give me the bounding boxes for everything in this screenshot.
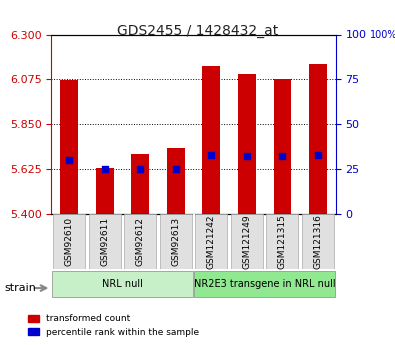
- Bar: [202, 66, 220, 214]
- Legend: transformed count, percentile rank within the sample: transformed count, percentile rank withi…: [24, 311, 203, 341]
- FancyBboxPatch shape: [302, 214, 334, 269]
- FancyBboxPatch shape: [52, 270, 193, 297]
- Point: [66, 157, 72, 163]
- FancyBboxPatch shape: [194, 270, 335, 297]
- Point: [102, 166, 108, 172]
- Text: 100%: 100%: [370, 30, 395, 39]
- Point: [208, 152, 214, 157]
- FancyBboxPatch shape: [124, 214, 156, 269]
- Text: NR2E3 transgene in NRL null: NR2E3 transgene in NRL null: [194, 279, 335, 289]
- Bar: [309, 65, 327, 214]
- Point: [315, 152, 321, 157]
- Bar: [167, 148, 184, 214]
- Text: GSM121316: GSM121316: [314, 214, 322, 269]
- FancyBboxPatch shape: [88, 214, 121, 269]
- Text: GSM92611: GSM92611: [100, 217, 109, 266]
- Bar: [131, 154, 149, 214]
- Text: NRL null: NRL null: [102, 279, 143, 289]
- Bar: [274, 79, 292, 214]
- Text: strain: strain: [4, 283, 36, 293]
- Text: GSM121249: GSM121249: [243, 214, 251, 269]
- Bar: [60, 80, 78, 214]
- Text: GSM92612: GSM92612: [136, 217, 145, 266]
- Text: GSM92613: GSM92613: [171, 217, 180, 266]
- Point: [244, 154, 250, 159]
- Text: GDS2455 / 1428432_at: GDS2455 / 1428432_at: [117, 24, 278, 38]
- FancyBboxPatch shape: [160, 214, 192, 269]
- Point: [137, 166, 143, 172]
- FancyBboxPatch shape: [231, 214, 263, 269]
- Point: [173, 166, 179, 172]
- Bar: [238, 75, 256, 214]
- Text: GSM121242: GSM121242: [207, 214, 216, 269]
- FancyBboxPatch shape: [195, 214, 228, 269]
- FancyBboxPatch shape: [53, 214, 85, 269]
- FancyBboxPatch shape: [266, 214, 299, 269]
- Point: [279, 154, 286, 159]
- Bar: [96, 168, 114, 214]
- Text: GSM121315: GSM121315: [278, 214, 287, 269]
- Text: GSM92610: GSM92610: [65, 217, 73, 266]
